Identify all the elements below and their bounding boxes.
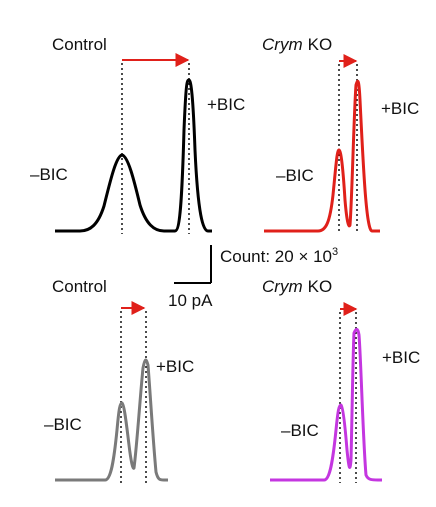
label-plus-bic-control-bottom: +BIC [156,357,194,376]
panel-title-control-bottom: Control [52,277,107,296]
histogram-trace-ko-bottom [270,328,382,482]
label-plus-bic-control-top: +BIC [207,95,245,114]
label-plus-bic-ko-top: +BIC [381,99,419,118]
panel-control-bottom: Control –BIC +BIC [44,277,194,483]
panel-ko-bottom: Crym KO –BIC +BIC [262,277,420,483]
panel-title-control-top: Control [52,35,107,54]
scale-count-label: Count: 20 × 103 [220,246,338,266]
gene-name-bottom: Crym [262,277,303,296]
panel-title-ko-bottom: Crym KO [262,277,332,296]
panel-title-ko-top: Crym KO [262,35,332,54]
histogram-trace-ko-top [264,79,380,233]
histogram-trace-control-bottom [55,358,168,482]
label-minus-bic-ko-bottom: –BIC [281,421,319,440]
scale-current-label: 10 pA [168,291,213,310]
panel-control-top: Control –BIC +BIC [30,35,245,234]
scale-bar: Count: 20 × 103 10 pA [168,245,338,310]
label-minus-bic-control-bottom: –BIC [44,415,82,434]
gene-name: Crym [262,35,303,54]
histogram-trace-control-top [55,78,212,233]
panel-ko-top: Crym KO –BIC +BIC [262,35,419,234]
label-minus-bic-ko-top: –BIC [276,166,314,185]
label-plus-bic-ko-bottom: +BIC [382,348,420,367]
label-minus-bic-control-top: –BIC [30,165,68,184]
